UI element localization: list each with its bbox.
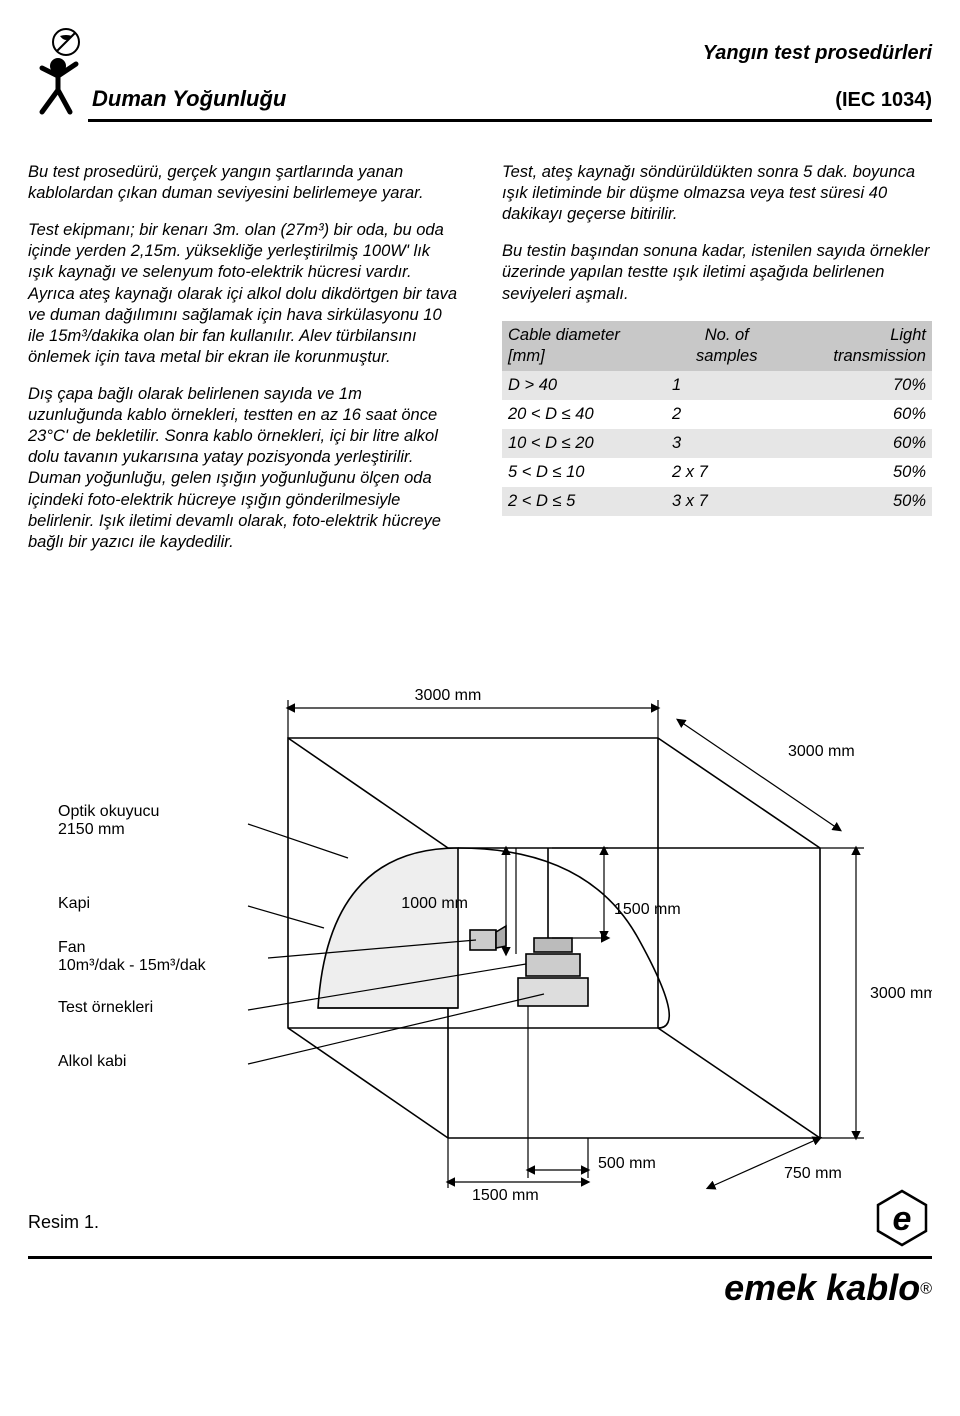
- registered-mark: ®: [920, 1281, 932, 1298]
- td: 60%: [788, 429, 933, 458]
- table-row: 2 < D ≤ 5 3 x 7 50%: [502, 487, 932, 516]
- para: Bu test prosedürü, gerçek yangın şartlar…: [28, 162, 458, 204]
- svg-text:Test örnekleri: Test örnekleri: [58, 999, 153, 1016]
- left-column: Bu test prosedürü, gerçek yangın şartlar…: [28, 162, 458, 569]
- td: 2 < D ≤ 5: [502, 487, 666, 516]
- th: Cable diameter [mm]: [502, 321, 666, 371]
- svg-text:500 mm: 500 mm: [598, 1155, 656, 1172]
- page-title-left: Duman Yoğunluğu: [92, 86, 286, 112]
- diagram: 3000 mm 3000 mm 3000 mm 750 mm 500 mm 15…: [28, 648, 932, 1208]
- svg-text:Kapi: Kapi: [58, 895, 90, 912]
- th: No. of samples: [666, 321, 787, 371]
- td: 50%: [788, 487, 933, 516]
- table-row: 5 < D ≤ 10 2 x 7 50%: [502, 458, 932, 487]
- e-hexagon-logo-icon: e: [872, 1188, 932, 1248]
- svg-text:1000 mm: 1000 mm: [401, 895, 468, 912]
- brand-name: emek kablo: [724, 1267, 920, 1308]
- para: Bu testin başından sonuna kadar, istenil…: [502, 241, 932, 304]
- svg-text:Fan10m³/dak - 15m³/dak: Fan10m³/dak - 15m³/dak: [58, 939, 207, 974]
- figure-caption: Resim 1.: [28, 1212, 99, 1233]
- svg-text:Optik okuyucu2150 mm: Optik okuyucu2150 mm: [58, 803, 159, 838]
- page-title-right-bot: (IEC 1034): [835, 89, 932, 112]
- running-person-nosmoke-icon: [28, 28, 88, 120]
- td: 70%: [788, 371, 933, 400]
- svg-text:1500 mm: 1500 mm: [472, 1187, 539, 1204]
- footer: emek kablo®: [28, 1256, 932, 1309]
- para: Dış çapa bağlı olarak belirlenen sayıda …: [28, 384, 458, 553]
- td: D > 40: [502, 371, 666, 400]
- th: Light transmission: [788, 321, 933, 371]
- td: 3 x 7: [666, 487, 787, 516]
- td: 50%: [788, 458, 933, 487]
- right-column: Test, ateş kaynağı söndürüldükten sonra …: [502, 162, 932, 569]
- body-columns: Bu test prosedürü, gerçek yangın şartlar…: [28, 162, 932, 569]
- page-title-right-top: Yangın test prosedürleri: [703, 42, 932, 65]
- svg-text:e: e: [893, 1200, 912, 1238]
- data-table: Cable diameter [mm] No. of samples Light…: [502, 321, 932, 517]
- td: 5 < D ≤ 10: [502, 458, 666, 487]
- para: Test, ateş kaynağı söndürüldükten sonra …: [502, 162, 932, 225]
- td: 20 < D ≤ 40: [502, 400, 666, 429]
- table-header-row: Cable diameter [mm] No. of samples Light…: [502, 321, 932, 371]
- td: 2: [666, 400, 787, 429]
- td: 1: [666, 371, 787, 400]
- table-row: 20 < D ≤ 40 2 60%: [502, 400, 932, 429]
- svg-text:3000 mm: 3000 mm: [788, 743, 855, 760]
- svg-text:3000 mm: 3000 mm: [870, 985, 932, 1002]
- td: 60%: [788, 400, 933, 429]
- svg-text:750 mm: 750 mm: [784, 1165, 842, 1182]
- table-row: 10 < D ≤ 20 3 60%: [502, 429, 932, 458]
- para: Test ekipmanı; bir kenarı 3m. olan (27m³…: [28, 220, 458, 368]
- table-row: D > 40 1 70%: [502, 371, 932, 400]
- td: 3: [666, 429, 787, 458]
- svg-text:Alkol kabi: Alkol kabi: [58, 1053, 126, 1070]
- header-rule: [88, 119, 932, 122]
- td: 10 < D ≤ 20: [502, 429, 666, 458]
- td: 2 x 7: [666, 458, 787, 487]
- svg-text:3000 mm: 3000 mm: [415, 687, 482, 704]
- svg-text:1500 mm: 1500 mm: [614, 901, 681, 918]
- page-header: Duman Yoğunluğu Yangın test prosedürleri…: [28, 34, 932, 122]
